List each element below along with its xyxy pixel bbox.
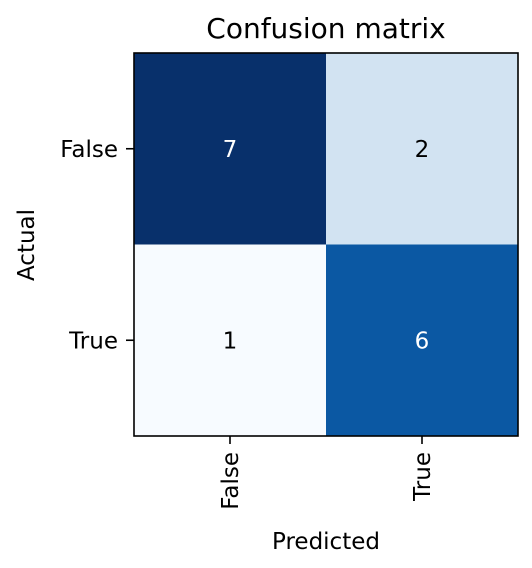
cell-value-label: 7 — [223, 137, 238, 163]
cell-value-label: 1 — [223, 328, 238, 354]
y-tick-label: True — [68, 328, 118, 354]
chart-title: Confusion matrix — [206, 12, 445, 45]
heatmap-cell-labels: 7 2 1 6 — [223, 137, 430, 355]
x-tick-label: False — [218, 452, 244, 510]
cell-value-label: 2 — [415, 137, 430, 163]
y-tick-label: False — [60, 137, 118, 163]
heatmap-cell-true-false — [134, 244, 326, 436]
heatmap-cell-false-false — [134, 53, 326, 245]
plot-frame — [133, 52, 519, 437]
heatmap-cell-false-true — [326, 53, 518, 245]
axis-ticks — [126, 147, 423, 444]
x-tick-label: True — [410, 452, 436, 502]
axis-tick-labels: False True False True — [60, 137, 436, 510]
x-axis-label: Predicted — [272, 529, 380, 555]
cell-value-label: 6 — [415, 328, 430, 354]
heatmap-cells — [134, 53, 518, 436]
y-axis-label: Actual — [14, 209, 40, 281]
heatmap-cell-true-true — [326, 244, 518, 436]
